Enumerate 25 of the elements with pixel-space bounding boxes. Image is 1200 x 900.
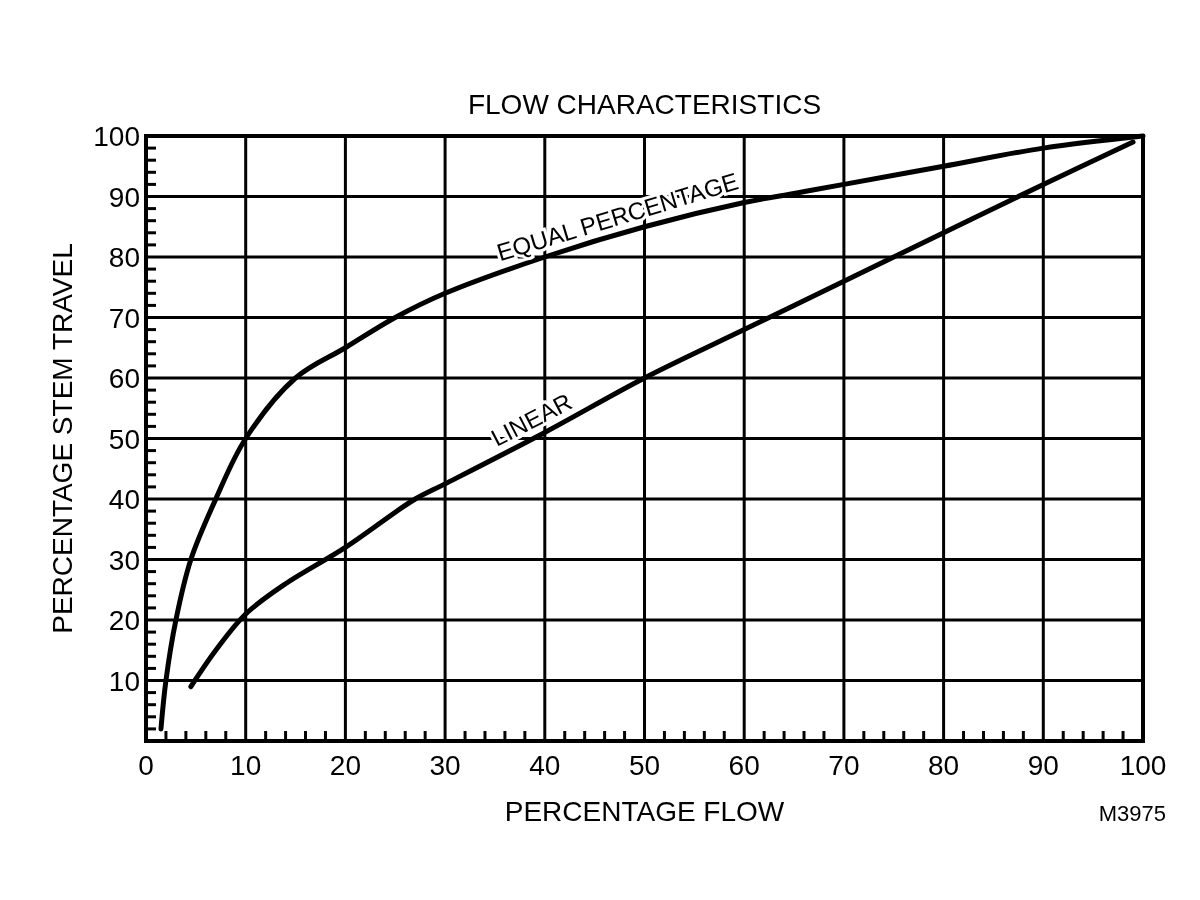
y-tick-label: 30 [108,544,140,576]
x-tick-label: 60 [728,750,760,781]
x-tick-label: 40 [529,750,561,781]
y-tick-label: 90 [108,181,140,213]
y-tick-label: 80 [108,242,140,273]
y-tick-label: 40 [108,484,140,515]
chart-title: FLOW CHARACTERISTICS [467,89,822,120]
y-tick-label: 20 [108,605,140,636]
x-tick-label: 10 [230,750,262,781]
text: M3975 [1098,801,1166,826]
x-tick-label: 90 [1027,750,1059,781]
x-tick-label: 30 [429,750,461,781]
x-tick-label: 20 [329,750,361,781]
y-tick-label: 50 [108,423,140,455]
x-axis-title: PERCENTAGE FLOW [504,796,785,827]
x-tick-label: 100 [1119,750,1167,781]
y-tick-label: 60 [108,363,140,394]
x-tick-label: 0 [138,750,154,781]
x-tick-label: 50 [628,750,661,781]
y-tick-label: 100 [93,121,140,152]
y-tick-label: 70 [108,302,140,334]
y-tick-label: 10 [108,665,140,697]
x-tick-label: 70 [828,750,860,781]
x-tick-label: 80 [928,750,960,781]
y-axis-title: PERCENTAGE STEM TRAVEL [47,243,78,634]
